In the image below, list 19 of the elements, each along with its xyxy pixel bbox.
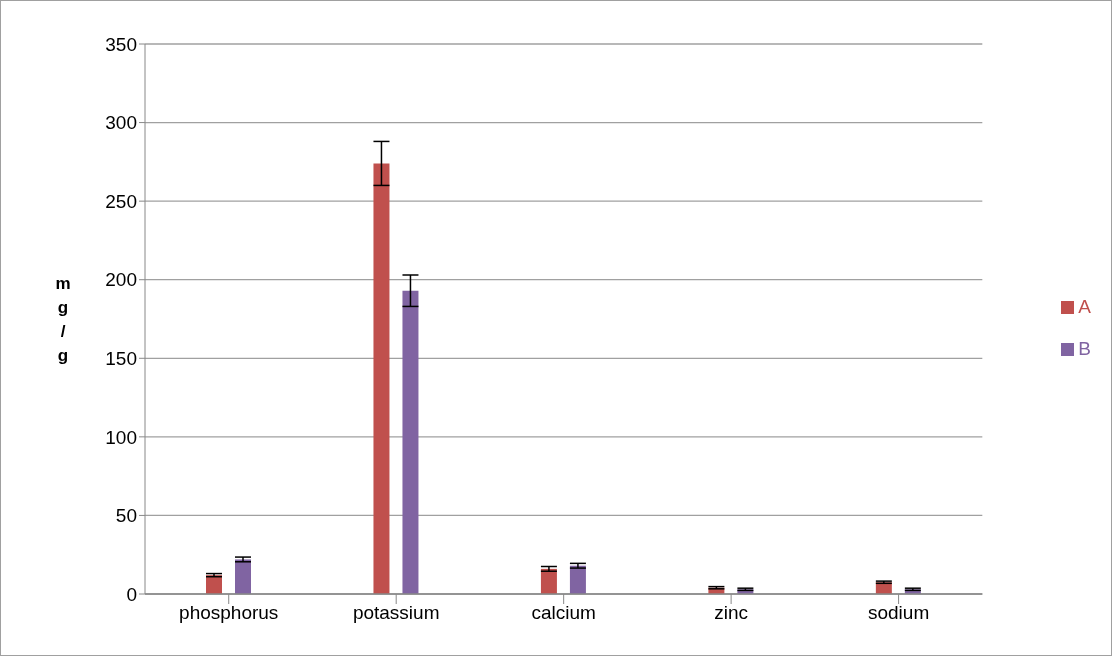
legend-label: B xyxy=(1078,338,1091,359)
x-tick-label: zinc xyxy=(714,602,749,624)
y-tick-label: 0 xyxy=(126,583,137,605)
x-tick-label: sodium xyxy=(867,602,930,624)
y-axis-title: mg/g xyxy=(55,273,71,365)
bar xyxy=(235,559,251,594)
y-tick-label: 150 xyxy=(105,348,137,370)
x-tick-label: phosphorus xyxy=(179,602,279,624)
y-tick-label: 50 xyxy=(115,505,137,527)
bar xyxy=(373,163,390,594)
x-tick-label: potassium xyxy=(352,602,440,624)
y-tick-label: 100 xyxy=(105,426,137,448)
y-tick-label: 200 xyxy=(105,269,137,291)
y-tick-label: 300 xyxy=(105,112,137,134)
bar xyxy=(402,290,419,594)
x-tick-label: calcium xyxy=(531,602,596,624)
y-tick-label: 250 xyxy=(105,190,137,212)
legend-label: A xyxy=(1078,296,1091,317)
y-tick-label: 350 xyxy=(105,33,137,55)
